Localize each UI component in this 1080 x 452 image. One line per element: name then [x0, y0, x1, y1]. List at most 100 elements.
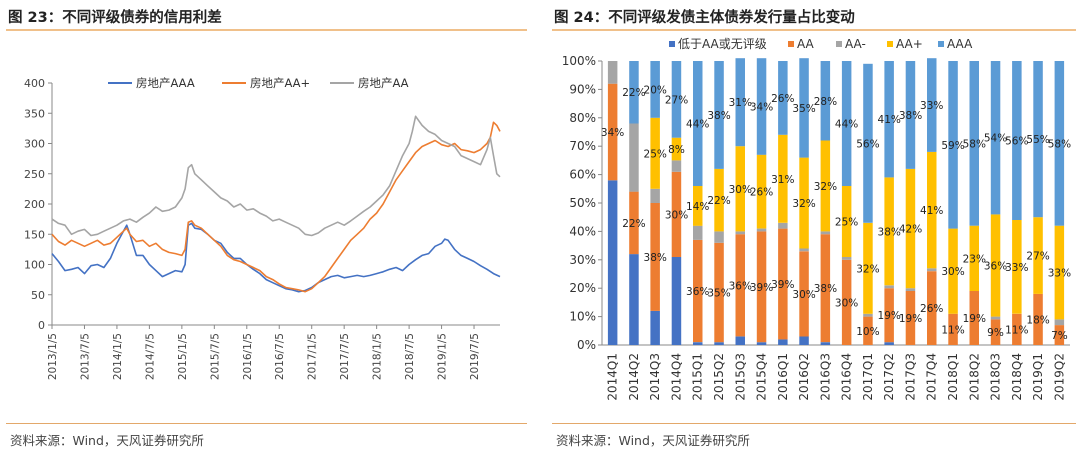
right-figure-title: 图 24：不同评级发债主体债券发行量占比变动 — [554, 10, 855, 26]
issuance-share-stacked-bar-chart: 0% 10% 20% 30% 40% 50% 60% 70% 80% 90% 100% 34% 2014… — [562, 37, 1071, 401]
legend-swatch — [938, 41, 944, 47]
legend-label: AAA — [947, 37, 973, 51]
bar-segment-低于AA或无评级 — [714, 342, 724, 345]
data-label-AA: 35% — [707, 288, 730, 300]
data-label-AA+: 25% — [644, 148, 667, 160]
bar-segment-AA+ — [756, 154, 767, 229]
data-label-AA+: 25% — [835, 217, 858, 229]
x-tick-label: 2015/1/5 — [177, 333, 189, 380]
bar-segment-AA- — [693, 225, 703, 240]
bar-segment-AA — [693, 239, 703, 343]
bar-segment-低于AA或无评级 — [607, 180, 618, 345]
bar-segment-AAA — [799, 58, 809, 158]
bar-segment-AA- — [629, 123, 639, 192]
left-figure-panel: 图 23：不同评级债券的信用利差 0 50 100 150 200 250 300 350 40… — [0, 0, 527, 452]
data-label-AA+: 30% — [941, 266, 964, 278]
bar-segment-AA+ — [841, 186, 852, 257]
data-label-AA+: 27% — [1026, 251, 1049, 263]
bar-segment-AAA — [1033, 61, 1043, 218]
bar-segment-AA+ — [1054, 225, 1065, 320]
x-tick-label: 2018/1/5 — [372, 333, 384, 380]
bar-segment-AA+ — [1012, 220, 1022, 314]
y-tick-label: 60% — [569, 168, 596, 182]
bar-segment-AA- — [671, 160, 682, 172]
bar-segment-AAA — [778, 61, 788, 135]
bar-segment-AA+ — [969, 225, 979, 291]
legend-swatch — [788, 41, 794, 47]
data-label-AAA: 59% — [941, 140, 964, 152]
legend-label: 低于AA或无评级 — [678, 37, 767, 51]
data-label-AAA: 56% — [1005, 136, 1028, 148]
bar-segment-AA — [927, 271, 937, 345]
left-title-rule — [6, 29, 527, 31]
bar-segment-低于AA或无评级 — [820, 342, 831, 345]
data-label-AAA: 31% — [729, 97, 752, 109]
data-label-AA: 19% — [899, 313, 922, 325]
y-tick-label: 100 — [24, 259, 45, 272]
x-tick-label: 2016Q3 — [818, 353, 832, 401]
bar-segment-低于AA或无评级 — [756, 342, 767, 345]
bar-segment-AA — [799, 251, 809, 337]
bar-segment-AA- — [607, 61, 618, 84]
bar-segment-AA — [629, 191, 639, 255]
left-figure-title: 图 23：不同评级债券的信用利差 — [8, 10, 222, 26]
y-tick-label: 90% — [569, 82, 596, 96]
bar-segment-AA+ — [863, 222, 873, 314]
bar-segment-AA — [948, 313, 958, 345]
data-label-AAA: 38% — [899, 110, 922, 122]
bar-segment-AA- — [863, 313, 873, 317]
data-label-AA: 30% — [792, 289, 815, 301]
data-label-AA+: 30% — [729, 184, 752, 196]
bar-segment-AA+ — [671, 137, 682, 161]
x-tick-label: 2019/7/5 — [469, 333, 481, 380]
y-tick-label: 200 — [24, 198, 45, 211]
left-source-note: 资料来源：Wind，天风证券研究所 — [10, 433, 204, 448]
x-tick-label: 2016Q1 — [776, 353, 790, 401]
data-label-AA+: 33% — [1005, 262, 1028, 274]
bar-segment-AA+ — [778, 134, 788, 223]
bar-segment-低于AA或无评级 — [629, 254, 639, 345]
x-tick-label: 2014/1/5 — [112, 333, 124, 380]
bar-segment-AAA — [756, 58, 767, 155]
bar-segment-AAA — [693, 61, 703, 186]
data-label-AA+: 32% — [792, 198, 815, 210]
x-tick-label: 2017Q2 — [882, 353, 896, 401]
legend-swatch — [836, 41, 842, 47]
bar-segment-AA — [820, 234, 831, 343]
bar-segment-AA+ — [1033, 217, 1043, 294]
data-label-AAA: 44% — [835, 119, 858, 131]
y-tick-label: 0% — [577, 338, 596, 352]
data-label-AA+: 41% — [920, 205, 943, 217]
data-label-AA+: 14% — [686, 201, 709, 213]
y-tick-label: 50 — [31, 289, 45, 302]
data-label-AAA: 20% — [644, 84, 667, 96]
bar-segment-AAA — [905, 61, 916, 169]
bar-segment-AA- — [841, 257, 852, 260]
bar-segment-AA+ — [927, 151, 937, 269]
data-label-AAA: 22% — [622, 87, 645, 99]
x-tick-label: 2014/7/5 — [144, 333, 156, 380]
bar-segment-AA — [990, 319, 1001, 345]
series-line-房地产AA+ — [51, 121, 501, 293]
bar-segment-AA+ — [884, 177, 894, 286]
bar-segment-低于AA或无评级 — [693, 342, 703, 345]
data-label-AA: 34% — [601, 127, 624, 139]
x-tick-label: 2015Q2 — [712, 353, 726, 401]
bar-segment-AA- — [927, 268, 937, 272]
x-tick-label: 2015Q3 — [733, 353, 747, 401]
bar-segment-AA+ — [905, 168, 916, 289]
right-title-rule — [552, 29, 1076, 31]
bar-segment-低于AA或无评级 — [671, 257, 682, 345]
legend-swatch — [669, 41, 675, 47]
x-tick-label: 2014Q2 — [627, 353, 641, 401]
data-label-AAA: 33% — [920, 100, 943, 112]
data-label-AA+: 23% — [963, 253, 986, 265]
legend-label: AA+ — [896, 37, 923, 51]
y-tick-label: 30% — [569, 253, 596, 267]
bar-segment-AA- — [820, 231, 831, 235]
x-tick-label: 2017/7/5 — [339, 333, 351, 380]
bar-segment-AA — [1054, 325, 1065, 345]
data-label-AA: 39% — [771, 279, 794, 291]
data-label-AA+: 38% — [878, 226, 901, 238]
data-label-AA+: 32% — [856, 263, 879, 275]
